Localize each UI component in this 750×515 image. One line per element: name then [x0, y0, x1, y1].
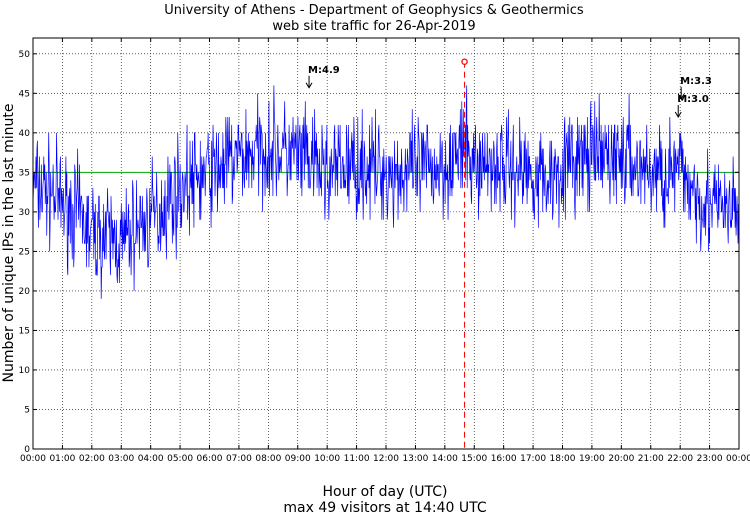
x-tick-label: 05:00: [167, 454, 193, 464]
x-axis-label: Hour of day (UTC): [323, 484, 448, 500]
x-tick-label: 07:00: [226, 454, 252, 464]
x-tick-label: 01:00: [49, 454, 75, 464]
earthquake-annotation-label: M:3.3: [680, 76, 712, 87]
x-tick-label: 22:00: [667, 454, 693, 464]
x-tick-label: 23:00: [697, 454, 723, 464]
x-tick-label: 19:00: [579, 454, 605, 464]
y-tick-label: 10: [19, 366, 31, 376]
max-marker-group: [461, 58, 468, 449]
chart-subtitle: web site traffic for 26-Apr-2019: [272, 19, 475, 34]
down-arrow-icon: [677, 93, 685, 100]
chart-title: University of Athens - Department of Geo…: [164, 3, 584, 18]
x-tick-label: 15:00: [461, 454, 487, 464]
x-tick-label: 02:00: [79, 454, 105, 464]
earthquake-annotation-label: M:3.0: [677, 94, 709, 105]
x-tick-label: 16:00: [491, 454, 517, 464]
y-tick-label: 0: [24, 445, 30, 455]
y-tick-label: 5: [24, 405, 30, 415]
x-tick-label: 20:00: [608, 454, 634, 464]
y-tick-label: 50: [19, 50, 31, 60]
x-tick-label: 09:00: [285, 454, 311, 464]
y-tick-label: 45: [19, 89, 30, 99]
max-marker-point: [461, 58, 468, 65]
y-tick-label: 15: [19, 326, 30, 336]
earthquake-annotation-label: M:4.9: [308, 65, 340, 76]
x-tick-label: 06:00: [197, 454, 223, 464]
x-tick-label: 21:00: [638, 454, 664, 464]
x-tick-label: 18:00: [550, 454, 576, 464]
y-tick-label: 40: [19, 129, 31, 139]
y-axis-ticks: 0 5 10 15 20 25 30 35 40 45 50: [19, 50, 739, 455]
x-tick-label: 13:00: [402, 454, 428, 464]
y-tick-label: 30: [19, 208, 31, 218]
down-arrow-icon: [674, 111, 682, 118]
chart-footer: max 49 visitors at 14:40 UTC: [283, 500, 486, 515]
annotations-group: M:4.9 M:3.3 M:3.0: [305, 65, 712, 118]
y-tick-label: 20: [19, 287, 31, 297]
x-tick-label: 11:00: [344, 454, 370, 464]
x-axis-ticks: 00:00 01:00 02:00 03:00 04:00 05:00 06:00 07:00…: [20, 38, 750, 464]
y-axis-label: Number of unique IPs in the last minute: [1, 104, 17, 383]
y-tick-label: 35: [19, 168, 30, 178]
x-tick-label: 03:00: [108, 454, 134, 464]
traffic-series-line: [32, 85, 740, 299]
y-tick-label: 25: [19, 247, 30, 257]
x-tick-label: 00:00: [726, 454, 750, 464]
x-tick-label: 00:00: [20, 454, 46, 464]
x-tick-label: 17:00: [520, 454, 546, 464]
x-tick-label: 12:00: [373, 454, 399, 464]
down-arrow-icon: [305, 82, 313, 89]
x-tick-label: 14:00: [432, 454, 458, 464]
series-group: [32, 85, 740, 299]
x-tick-label: 10:00: [314, 454, 340, 464]
x-tick-label: 04:00: [138, 454, 164, 464]
x-tick-label: 08:00: [255, 454, 281, 464]
